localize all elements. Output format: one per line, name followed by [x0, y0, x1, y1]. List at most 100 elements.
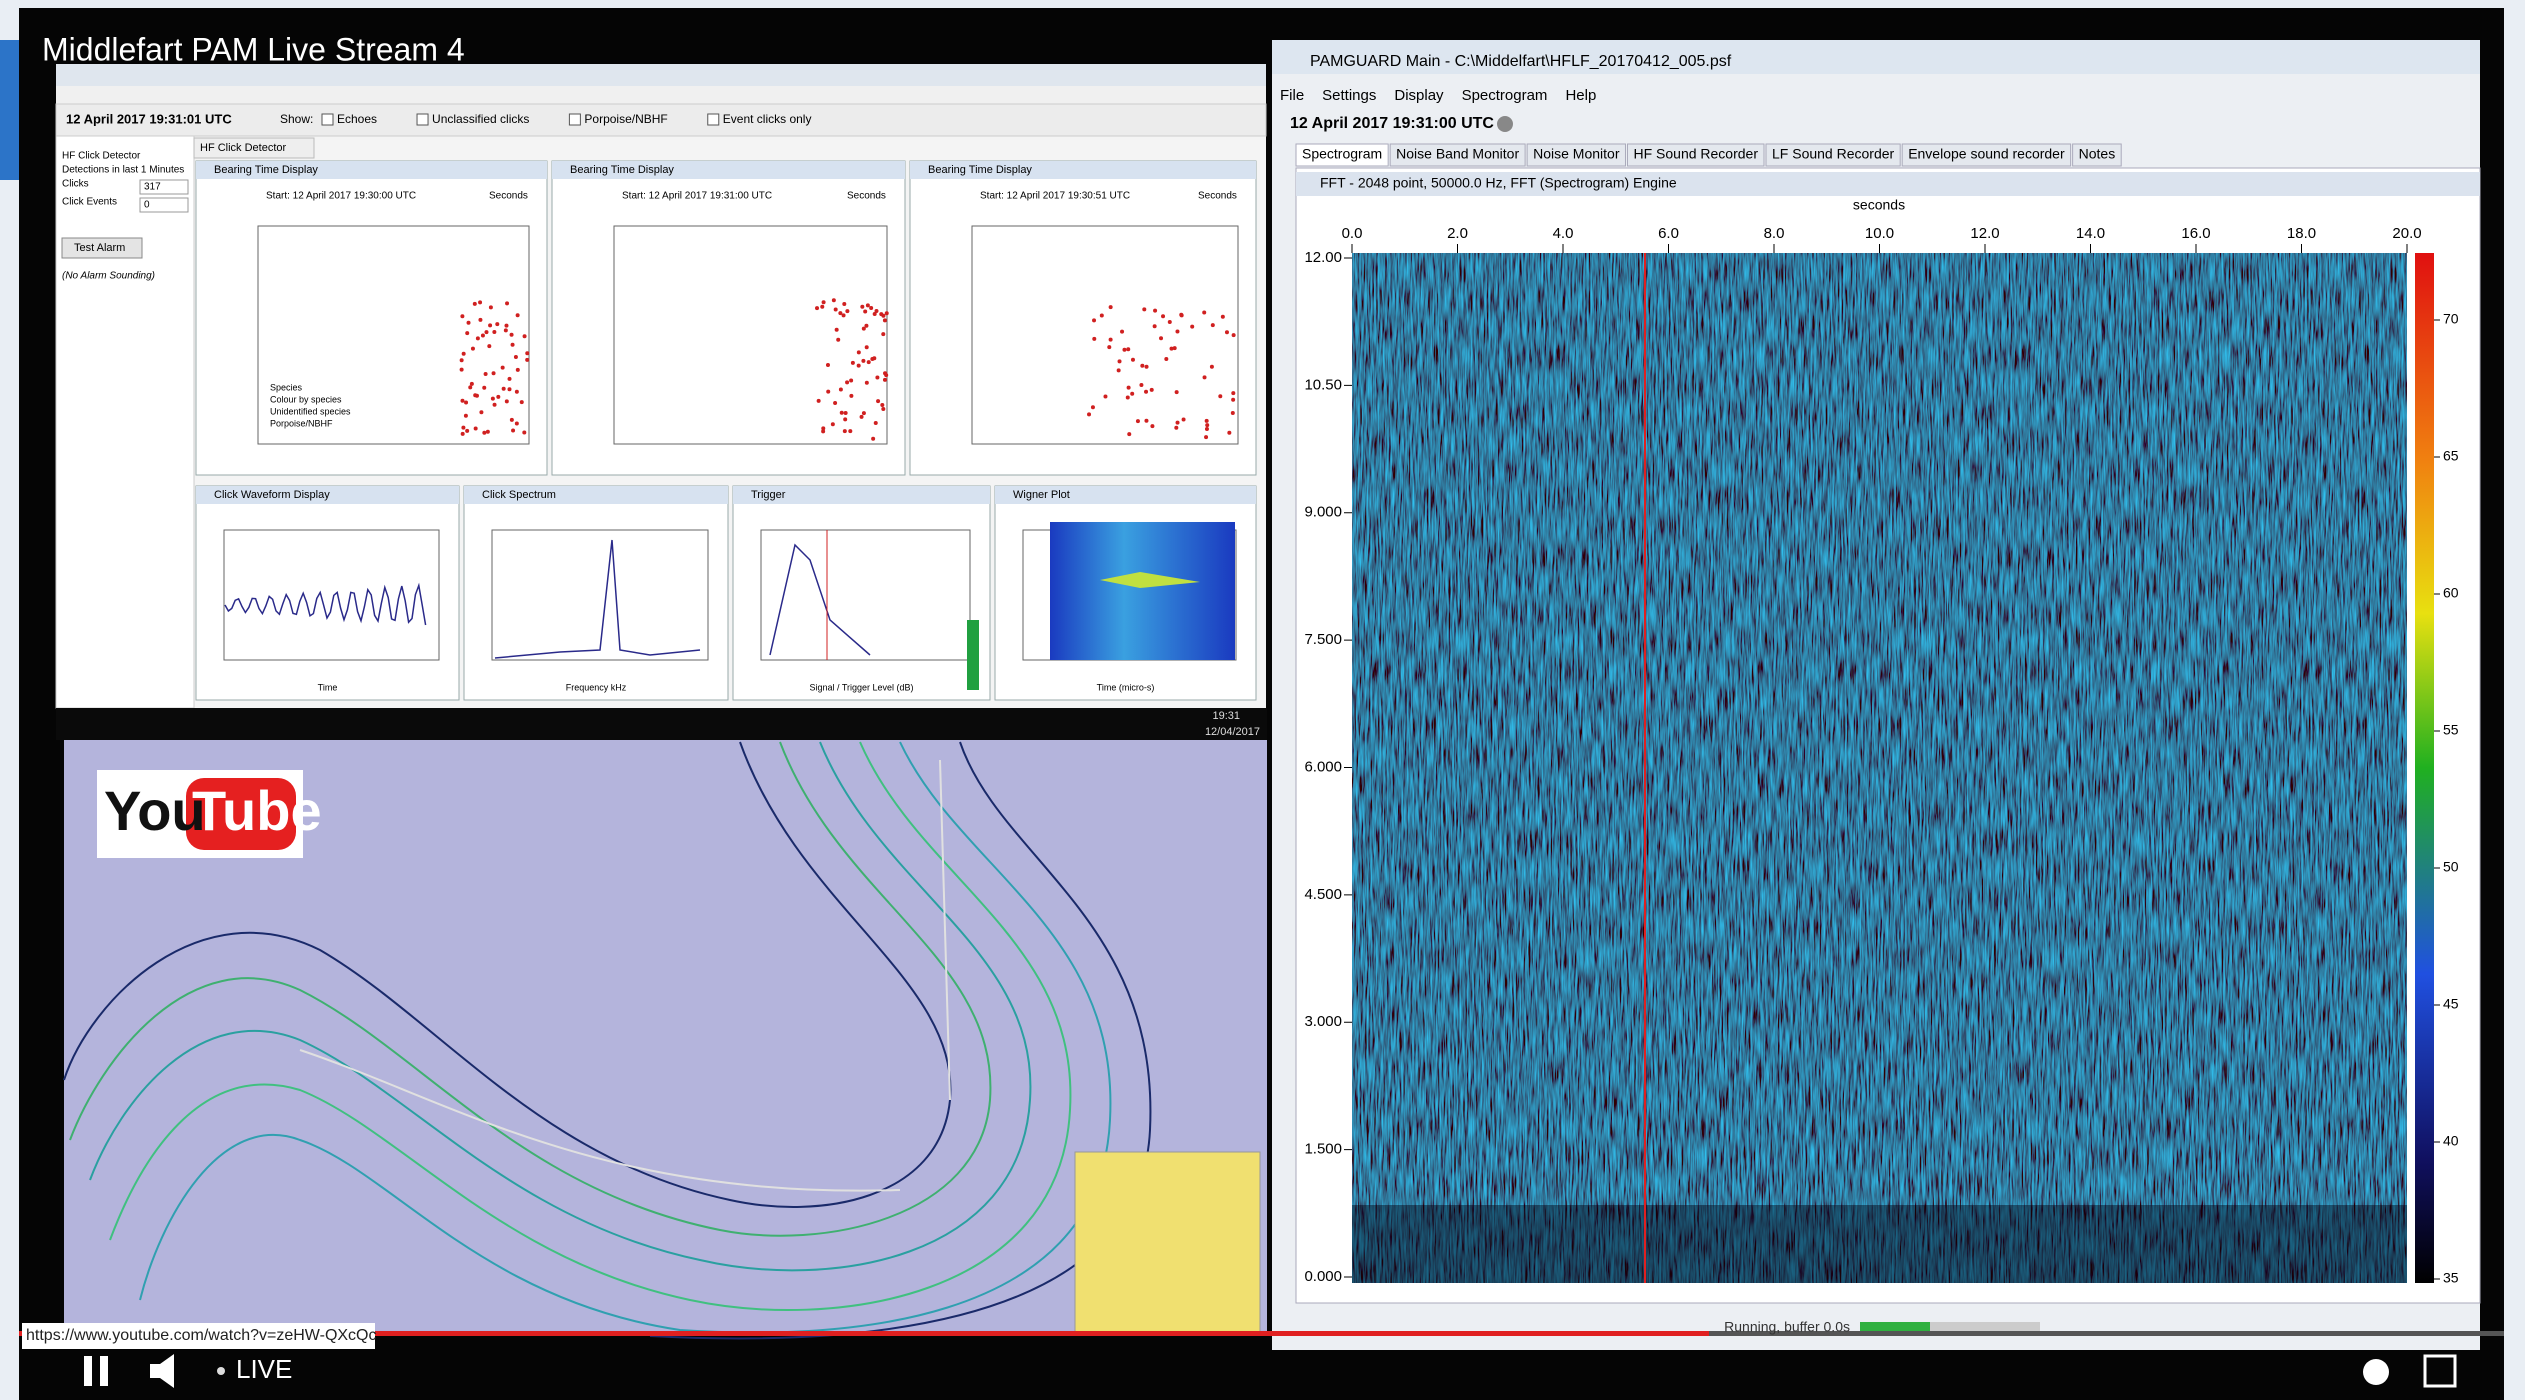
- y-tick-label: 10.50: [1304, 376, 1342, 393]
- click-dot: [1210, 365, 1214, 369]
- click-dot: [1175, 330, 1179, 334]
- map-toolbox[interactable]: [1075, 1152, 1260, 1334]
- tab[interactable]: Noise Band Monitor: [1396, 146, 1519, 162]
- click-dot: [473, 393, 477, 397]
- wigner-image: [1050, 522, 1235, 660]
- tab[interactable]: Notes: [2079, 146, 2116, 162]
- click-dot: [871, 437, 875, 441]
- click-dot: [1205, 427, 1209, 431]
- y-tick-label: 7.500: [1304, 631, 1342, 648]
- click-dot: [516, 368, 520, 372]
- show-label: Show:: [280, 112, 313, 126]
- click-dot: [1221, 315, 1225, 319]
- checkbox[interactable]: [417, 114, 428, 125]
- tab[interactable]: HF Sound Recorder: [1633, 146, 1758, 162]
- screenshot: Middlefart PAM Live Stream 4YouTubehttps…: [0, 0, 2525, 1400]
- click-dot: [489, 305, 493, 309]
- click-dot: [1103, 395, 1107, 399]
- sidebar-label: Click Events: [62, 197, 117, 208]
- click-dot: [514, 355, 518, 359]
- click-dot: [505, 301, 509, 305]
- x-tick-label: 2.0: [1447, 225, 1468, 242]
- youtube-you: You: [104, 779, 206, 842]
- click-dot: [460, 368, 464, 372]
- panel-title: Click Spectrum: [482, 489, 556, 501]
- click-dot: [484, 372, 488, 376]
- click-dot: [460, 399, 464, 403]
- x-tick-label: 18.0: [2287, 225, 2316, 242]
- pause-button[interactable]: [84, 1356, 92, 1386]
- show-option[interactable]: Unclassified clicks: [432, 112, 529, 126]
- tab[interactable]: Envelope sound recorder: [1908, 146, 2065, 162]
- click-dot: [822, 300, 826, 304]
- checkbox[interactable]: [322, 114, 333, 125]
- panel-title: Bearing Time Display: [570, 164, 674, 176]
- tab[interactable]: LF Sound Recorder: [1772, 146, 1895, 162]
- colorbar: [2415, 253, 2434, 1283]
- colorbar-tick-label: 45: [2443, 996, 2459, 1012]
- left-menubar: [56, 86, 1266, 104]
- show-option[interactable]: Event clicks only: [723, 112, 812, 126]
- colorbar-tick-label: 50: [2443, 859, 2459, 875]
- panel-x-label: Time: [318, 682, 338, 692]
- panel-title: Click Waveform Display: [214, 489, 330, 501]
- click-dot: [492, 330, 496, 334]
- tab[interactable]: Noise Monitor: [1533, 146, 1620, 162]
- click-dot: [476, 336, 480, 340]
- click-dot: [880, 403, 884, 407]
- sidebar-value: 0: [144, 200, 150, 211]
- click-dot: [831, 422, 835, 426]
- detector-tab-label[interactable]: HF Click Detector: [200, 142, 287, 154]
- click-dot: [1182, 418, 1186, 422]
- click-dot: [832, 298, 836, 302]
- click-dot: [881, 332, 885, 336]
- checkbox[interactable]: [569, 114, 580, 125]
- y-tick-label: 1.500: [1304, 1141, 1342, 1158]
- taskbar: [56, 708, 1267, 740]
- url-text: https://www.youtube.com/watch?v=zeHW-QXc…: [26, 1327, 377, 1344]
- alarm-button-label[interactable]: Test Alarm: [74, 242, 125, 254]
- click-dot: [491, 397, 495, 401]
- click-dot: [875, 376, 879, 380]
- click-dot: [495, 322, 499, 326]
- x-tick-label: 14.0: [2076, 225, 2105, 242]
- click-dot: [835, 328, 839, 332]
- panel-subtitle: Start: 12 April 2017 19:30:00 UTC: [266, 191, 416, 202]
- show-option[interactable]: Echoes: [337, 112, 377, 126]
- click-dot: [885, 311, 889, 315]
- click-dot: [1092, 318, 1096, 322]
- checkbox[interactable]: [708, 114, 719, 125]
- click-dot: [834, 307, 838, 311]
- menu-item[interactable]: File: [1280, 87, 1304, 104]
- click-dot: [1211, 323, 1215, 327]
- click-dot: [492, 371, 496, 375]
- click-dot: [867, 360, 871, 364]
- show-option[interactable]: Porpoise/NBHF: [584, 112, 667, 126]
- x-tick-label: 10.0: [1865, 225, 1894, 242]
- click-dot: [461, 426, 465, 430]
- tab[interactable]: Spectrogram: [1302, 146, 1382, 162]
- x-tick-label: 20.0: [2392, 225, 2421, 242]
- menu-item[interactable]: Spectrogram: [1462, 87, 1548, 104]
- menu-item[interactable]: Help: [1565, 87, 1596, 104]
- menu-item[interactable]: Settings: [1322, 87, 1376, 104]
- colorbar-tick-label: 70: [2443, 311, 2459, 327]
- live-label[interactable]: LIVE: [236, 1354, 292, 1384]
- click-dot: [473, 302, 477, 306]
- click-dot: [460, 314, 464, 318]
- y-tick-label: 3.000: [1304, 1013, 1342, 1030]
- click-dot: [465, 429, 469, 433]
- pause-button-bar[interactable]: [100, 1356, 108, 1386]
- click-dot: [470, 382, 474, 386]
- click-dot: [1227, 431, 1231, 435]
- settings-button[interactable]: [2363, 1359, 2389, 1385]
- x-axis-label: seconds: [1853, 197, 1905, 213]
- click-dot: [842, 313, 846, 317]
- panel-title: Trigger: [751, 489, 786, 501]
- click-dot: [874, 421, 878, 425]
- menu-item[interactable]: Display: [1394, 87, 1444, 104]
- legend-item: Species: [270, 382, 303, 392]
- live-dot: [217, 1367, 225, 1375]
- y-tick-label: 9.000: [1304, 504, 1342, 521]
- status-text: Running, buffer 0.0s: [1724, 1319, 1850, 1335]
